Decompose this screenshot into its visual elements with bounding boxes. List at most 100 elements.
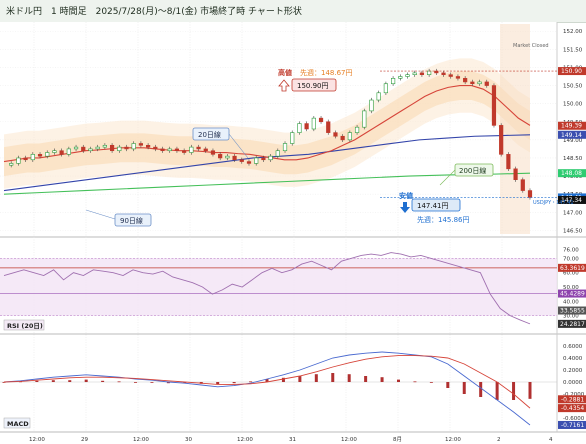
candle-body bbox=[102, 144, 107, 148]
macd-histogram-bar bbox=[51, 380, 55, 382]
macd-histogram-bar bbox=[134, 382, 137, 383]
rsi-tag bbox=[558, 263, 586, 272]
candle-body bbox=[390, 78, 396, 85]
price-tick-label: 146.50 bbox=[563, 228, 583, 234]
price-tick-label: 150.50 bbox=[563, 84, 583, 90]
rsi-tick-label: 60.00 bbox=[563, 271, 579, 277]
candle-body bbox=[37, 154, 43, 157]
macd-histogram-bar bbox=[35, 380, 39, 382]
time-tick-label: 29 bbox=[81, 437, 88, 443]
candle-body bbox=[484, 81, 489, 86]
candle-body bbox=[275, 150, 280, 157]
candle-body bbox=[189, 146, 194, 153]
macd-histogram-bar bbox=[101, 380, 105, 382]
macd-tick-label: -0.6000 bbox=[563, 416, 585, 422]
candle-body bbox=[333, 132, 338, 137]
candle-body bbox=[398, 76, 403, 79]
candle-body bbox=[362, 110, 367, 128]
macd-histogram-bar bbox=[331, 373, 335, 382]
macd-tick-label: 0.2000 bbox=[563, 368, 583, 374]
time-tick-label: 8月 bbox=[393, 436, 402, 443]
ma90-label: 90日線 bbox=[120, 216, 143, 225]
candle-body bbox=[340, 135, 345, 141]
rsi-tag-label: 24.2817 bbox=[560, 321, 585, 328]
candle-body bbox=[73, 146, 79, 150]
candle-body bbox=[347, 132, 352, 141]
candle-body bbox=[427, 70, 432, 75]
macd-histogram-bar bbox=[479, 382, 483, 397]
macd-histogram-bar bbox=[528, 382, 532, 399]
macd-layer bbox=[0, 351, 557, 426]
macd-tag-label: -0.7161 bbox=[561, 422, 584, 429]
macd-tag-label: -0.4354 bbox=[561, 405, 584, 412]
macd-histogram-bar bbox=[281, 377, 285, 382]
macd-histogram-bar bbox=[413, 381, 417, 383]
macd-tick-label: -0.2000 bbox=[563, 392, 585, 398]
ma200-pointer bbox=[439, 169, 456, 186]
low-value: 147.41円 bbox=[417, 202, 449, 210]
macd-tag bbox=[558, 395, 586, 404]
rsi-zone bbox=[0, 258, 557, 316]
macd-histogram-bar bbox=[314, 374, 318, 382]
macd-histogram-bar bbox=[446, 382, 450, 388]
macd-histogram-bar bbox=[183, 382, 187, 384]
ma90-pointer bbox=[85, 209, 116, 220]
candle-body bbox=[527, 190, 533, 198]
time-tick-label: 12:00 bbox=[445, 437, 461, 443]
time-tick-label: 31 bbox=[289, 437, 296, 443]
rsi-tag bbox=[558, 289, 586, 298]
candle-body bbox=[441, 72, 446, 75]
price-tick-label: 150.00 bbox=[563, 102, 583, 108]
macd-histogram-bar bbox=[495, 382, 499, 400]
candle-body bbox=[499, 125, 504, 155]
candle-body bbox=[520, 179, 525, 191]
macd-histogram-bar bbox=[84, 379, 88, 382]
rsi-layer bbox=[0, 252, 557, 325]
candle-body bbox=[81, 146, 86, 152]
candle-body bbox=[246, 161, 252, 164]
candle-body bbox=[45, 152, 50, 157]
rsi-label: RSI (20日) bbox=[7, 322, 43, 330]
candle-body bbox=[383, 83, 388, 94]
price-tag bbox=[558, 169, 586, 178]
candle-body bbox=[513, 168, 518, 180]
low-prev: 先週：145.86円 bbox=[417, 215, 470, 224]
price-tag bbox=[558, 195, 586, 204]
candle-body bbox=[124, 146, 129, 150]
price-layer bbox=[3, 24, 557, 234]
macd-histogram-bar bbox=[364, 376, 368, 382]
candle-body bbox=[239, 159, 244, 162]
candle-body bbox=[232, 155, 237, 161]
candle-body bbox=[405, 74, 410, 77]
candle-body bbox=[463, 78, 468, 83]
price-tag bbox=[558, 121, 586, 130]
price-tag-label: 149.14 bbox=[561, 132, 582, 139]
candle-body bbox=[470, 81, 475, 85]
rsi-tick-label: 40.00 bbox=[563, 299, 579, 305]
candle-body bbox=[290, 132, 295, 144]
candle-body bbox=[254, 157, 259, 164]
price-tick-label: 152.00 bbox=[563, 29, 583, 35]
candle-body bbox=[506, 154, 511, 170]
candle-body bbox=[131, 143, 136, 150]
candle-body bbox=[318, 117, 324, 123]
price-tag-label: 150.90 bbox=[561, 68, 582, 75]
candle-body bbox=[311, 117, 316, 130]
candle-body bbox=[174, 148, 180, 152]
macd-histogram-bar bbox=[265, 379, 269, 382]
high-prev: 先週：148.67円 bbox=[300, 68, 353, 77]
highlight-zone bbox=[500, 24, 530, 234]
candle-body bbox=[448, 74, 453, 77]
time-tick-label: 30 bbox=[185, 437, 192, 443]
macd-tick-label: 0.6000 bbox=[563, 344, 583, 350]
candle-body bbox=[23, 157, 28, 161]
price-tick-label: 148.50 bbox=[563, 156, 583, 162]
candle-body bbox=[369, 99, 374, 112]
rsi-tag bbox=[558, 319, 586, 328]
price-tag-label: 148.08 bbox=[561, 170, 582, 177]
low-label: 安値 bbox=[399, 191, 413, 200]
macd-histogram-bar bbox=[232, 382, 236, 384]
candle-body bbox=[326, 121, 331, 133]
